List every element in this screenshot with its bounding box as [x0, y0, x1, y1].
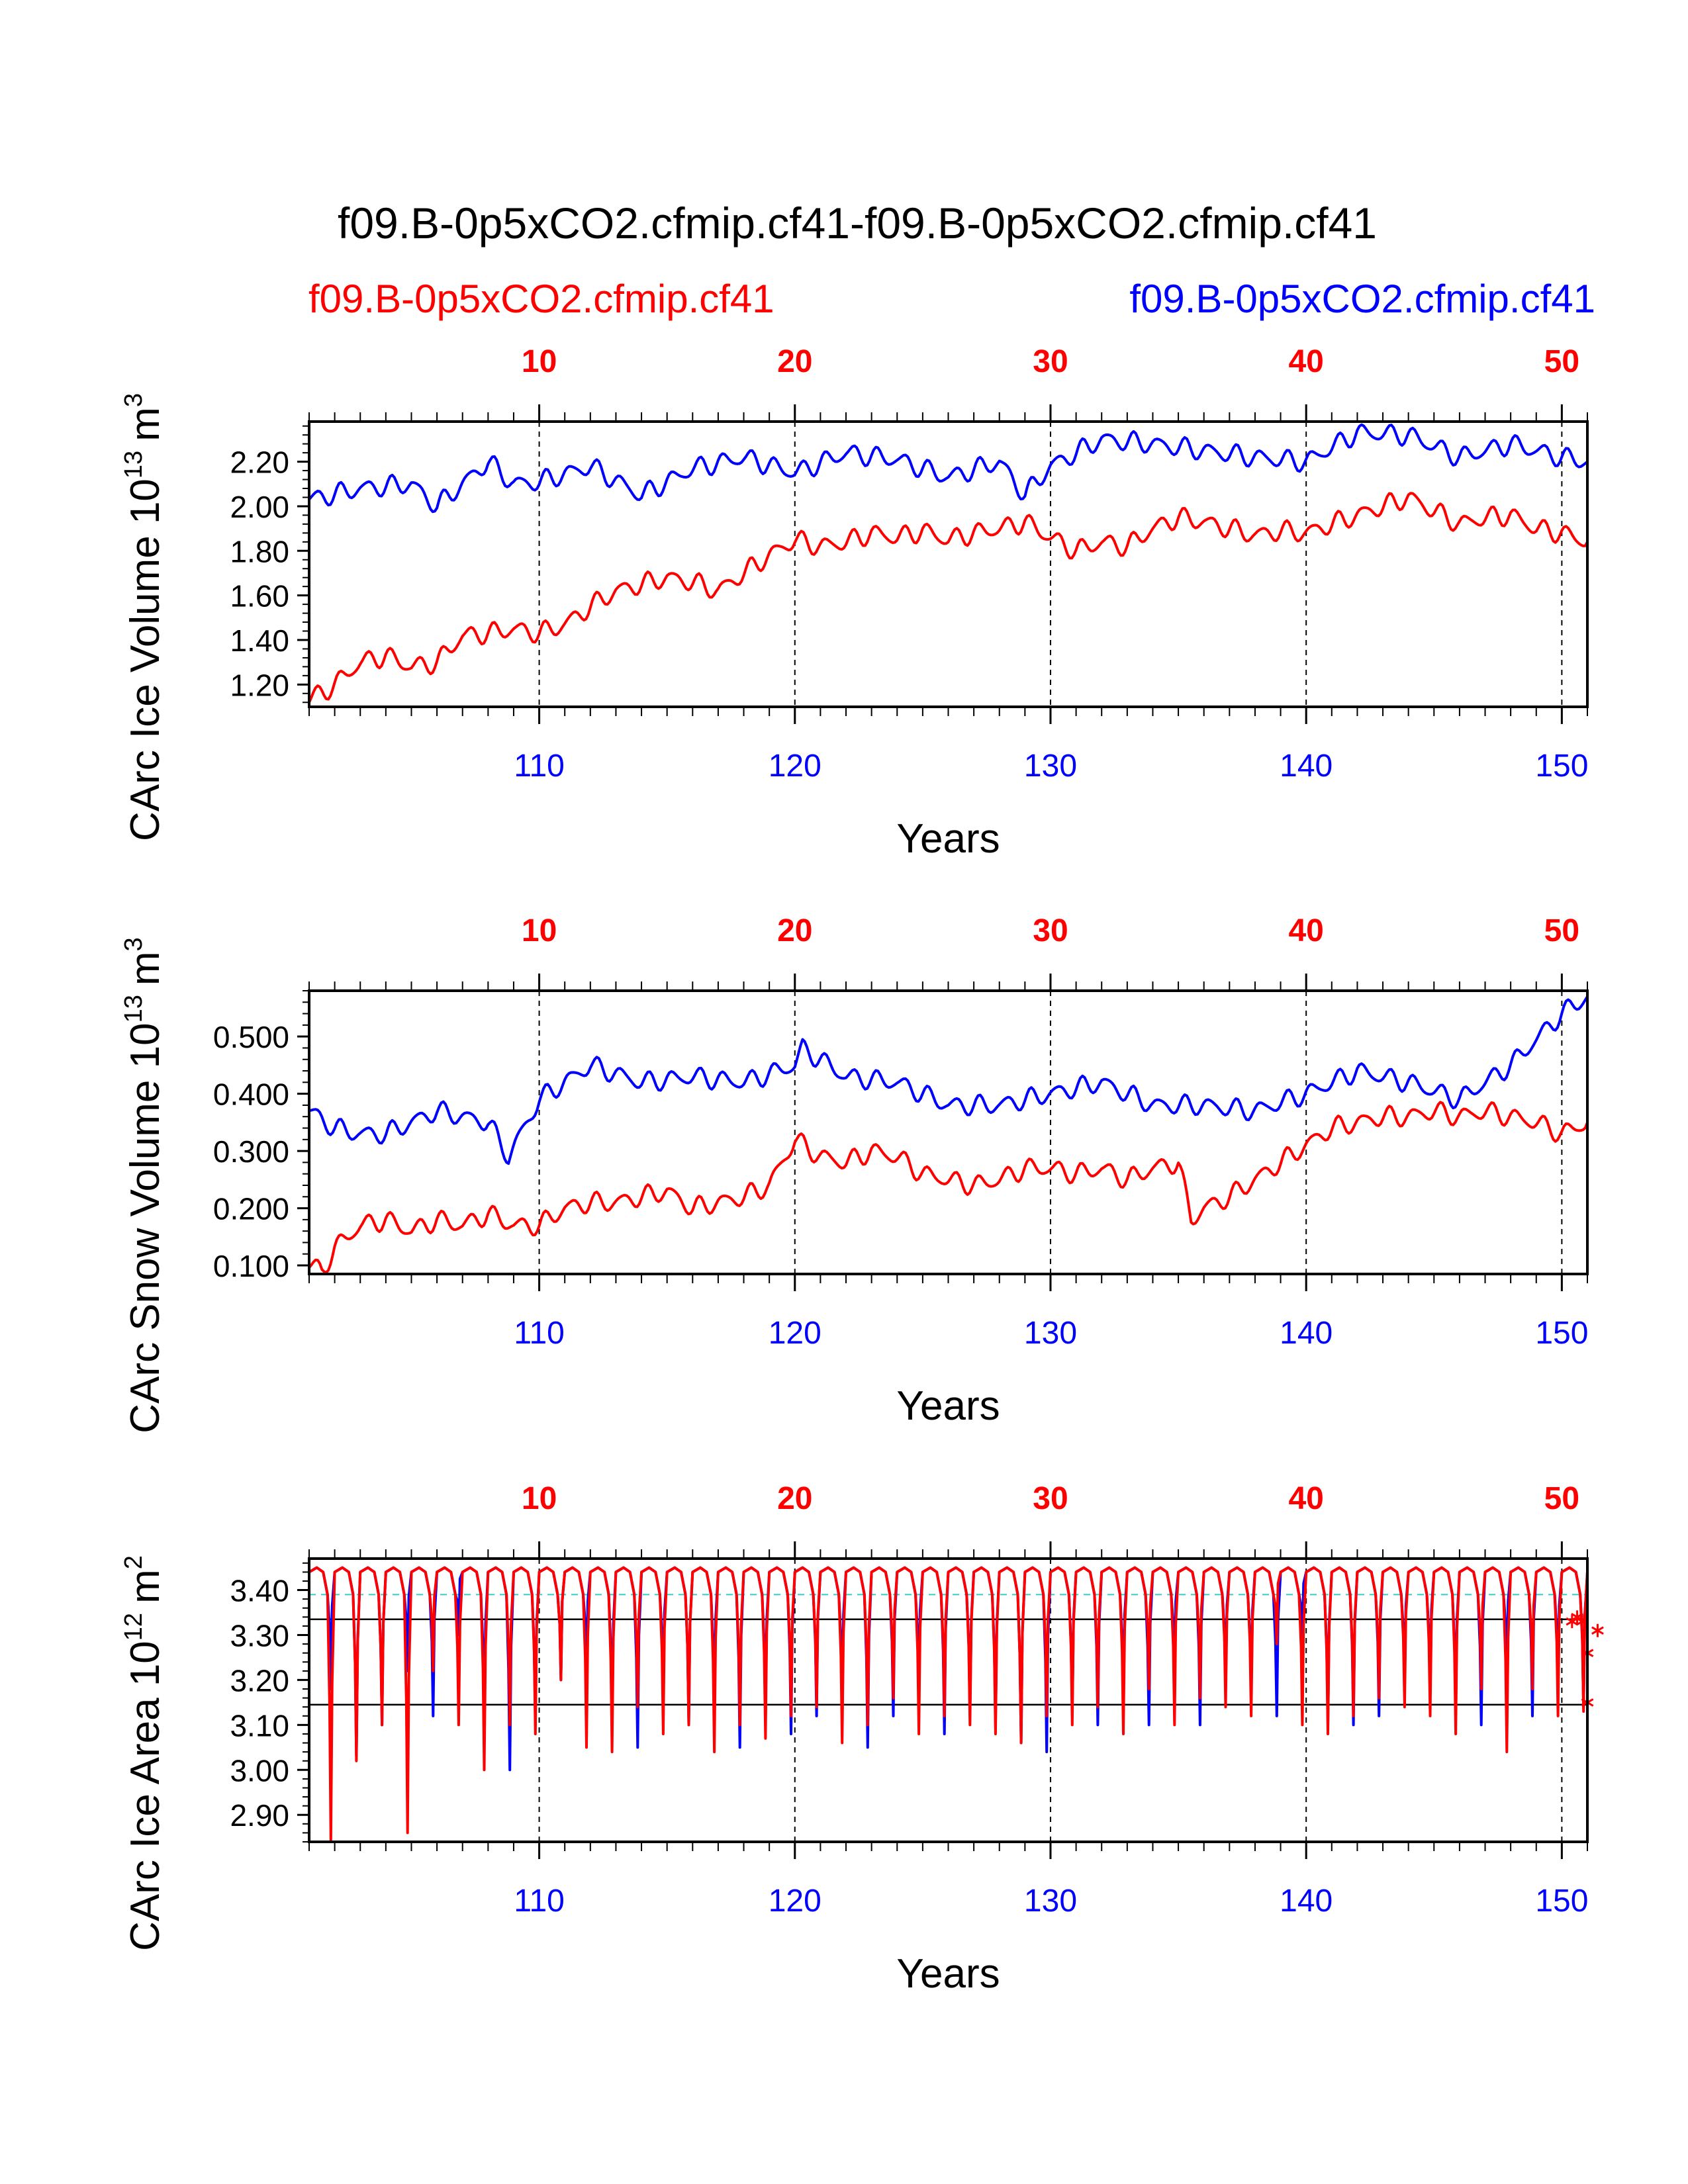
series-line-blue — [309, 423, 1587, 514]
x-tick-label-bottom: 130 — [1024, 1316, 1077, 1351]
panel-snow-volume: 0.100 0.200 0.300 0.400 0.500 110 120 130 140 150… — [120, 913, 1589, 1433]
y-axis-label-space: 10 — [122, 1641, 168, 1698]
y-tick-label: 3.40 — [230, 1574, 289, 1608]
y-axis-unit-base: m — [122, 951, 168, 985]
y-axis-label: CArc Snow Volume 1013 m3 — [120, 937, 168, 1433]
x-tick-label-top: 40 — [1288, 344, 1323, 379]
y-axis-unit-power: 3 — [120, 393, 148, 407]
asterisk-marker — [1591, 1623, 1604, 1637]
x-tick-label-bottom: 140 — [1280, 1316, 1333, 1351]
panel-ice-area: 2.90 3.00 3.10 3.20 3.30 3.40 110 120 130 140 150 1… — [120, 1481, 1604, 1997]
x-tick-label-top: 10 — [522, 344, 557, 379]
y-tick-label: 1.40 — [230, 623, 289, 658]
legend-blue-case: f09.B-0p5xCO2.cfmip.cf41 — [1129, 277, 1595, 321]
panel-ice-volume: 1.20 1.40 1.60 1.80 2.00 2.20 110 120 130 140 150 1… — [120, 344, 1589, 862]
x-axis-label: Years — [896, 1951, 1000, 1997]
x-tick-label-top: 50 — [1544, 344, 1579, 379]
x-tick-label-bottom: 150 — [1535, 1884, 1588, 1919]
y-axis-label: CArc Ice Volume 1013 m3 — [120, 393, 168, 841]
series-seasonal-red — [309, 1566, 1587, 1842]
asterisk-marker — [1566, 1615, 1579, 1629]
asterisk-stroke — [1591, 1626, 1604, 1635]
series-line-red — [309, 492, 1587, 704]
x-tick-label-bottom: 130 — [1024, 749, 1077, 784]
y-axis-unit-exponent: 13 — [120, 995, 148, 1023]
y-tick-label: 0.500 — [213, 1020, 289, 1054]
y-axis-unit-base: m — [122, 1569, 168, 1604]
y-tick-label: 3.10 — [230, 1708, 289, 1743]
x-tick-label-bottom: 120 — [769, 1884, 821, 1919]
y-axis-unit-power: 2 — [120, 1555, 148, 1569]
x-axis-label: Years — [896, 1383, 1000, 1429]
y-tick-label: 1.20 — [230, 668, 289, 702]
x-tick-label-bottom: 110 — [514, 1316, 565, 1351]
figure-title: f09.B-0p5xCO2.cfmip.cf41-f09.B-0p5xCO2.c… — [338, 199, 1377, 248]
x-tick-label-bottom: 150 — [1535, 749, 1588, 784]
y-axis-unit-exponent: 12 — [120, 1613, 148, 1641]
y-axis-label-text: CArc Ice Volume — [122, 535, 168, 841]
x-tick-label-top: 30 — [1033, 1481, 1068, 1516]
x-tick-label-top: 50 — [1544, 913, 1579, 948]
asterisk-stroke — [1566, 1617, 1579, 1626]
x-tick-label-top: 30 — [1033, 344, 1068, 379]
y-axis-unit-base: m — [122, 407, 168, 441]
y-tick-label: 3.30 — [230, 1618, 289, 1653]
y-tick-label: 3.20 — [230, 1663, 289, 1698]
series-line-blue — [309, 995, 1587, 1165]
x-tick-label-top: 50 — [1544, 1481, 1579, 1516]
y-axis-label-text: CArc Snow Volume — [122, 1080, 168, 1433]
series-line-red — [309, 1101, 1587, 1274]
x-tick-label-top: 20 — [777, 913, 812, 948]
x-tick-label-bottom: 150 — [1535, 1316, 1588, 1351]
y-tick-label: 2.00 — [230, 490, 289, 524]
x-tick-label-bottom: 140 — [1280, 1884, 1333, 1919]
x-tick-label-bottom: 110 — [514, 749, 565, 784]
x-tick-label-bottom: 110 — [514, 1884, 565, 1919]
x-tick-label-top: 40 — [1288, 1481, 1323, 1516]
y-axis-label-space: 10 — [122, 1023, 168, 1079]
y-tick-label: 2.20 — [230, 445, 289, 480]
x-tick-label-top: 30 — [1033, 913, 1068, 948]
y-axis-label: CArc Ice Area 1012 m2 — [120, 1555, 168, 1951]
x-tick-label-top: 20 — [777, 1481, 812, 1516]
x-tick-label-top: 10 — [522, 913, 557, 948]
x-tick-label-bottom: 130 — [1024, 1884, 1077, 1919]
x-tick-label-bottom: 120 — [769, 1316, 821, 1351]
y-tick-label: 1.60 — [230, 579, 289, 614]
legend-red-case: f09.B-0p5xCO2.cfmip.cf41 — [308, 277, 774, 321]
y-tick-label: 2.90 — [230, 1798, 289, 1833]
y-tick-label: 0.200 — [213, 1192, 289, 1226]
x-tick-label-top: 20 — [777, 344, 812, 379]
y-tick-label: 0.100 — [213, 1249, 289, 1283]
y-axis-unit-exponent: 13 — [120, 451, 148, 478]
y-axis-label-space: 10 — [122, 478, 168, 535]
asterisk-stroke — [1571, 1613, 1583, 1621]
x-tick-label-bottom: 140 — [1280, 749, 1333, 784]
x-axis-label: Years — [896, 816, 1000, 862]
y-tick-label: 0.300 — [213, 1134, 289, 1169]
y-axis-unit-power: 3 — [120, 937, 148, 951]
y-tick-label: 1.80 — [230, 534, 289, 569]
y-tick-label: 0.400 — [213, 1077, 289, 1112]
y-tick-label: 3.00 — [230, 1753, 289, 1788]
y-axis-label-text: CArc Ice Area — [122, 1698, 168, 1951]
x-tick-label-bottom: 120 — [769, 749, 821, 784]
asterisk-marker — [1571, 1610, 1583, 1624]
x-tick-label-top: 10 — [522, 1481, 557, 1516]
x-tick-label-top: 40 — [1288, 913, 1323, 948]
